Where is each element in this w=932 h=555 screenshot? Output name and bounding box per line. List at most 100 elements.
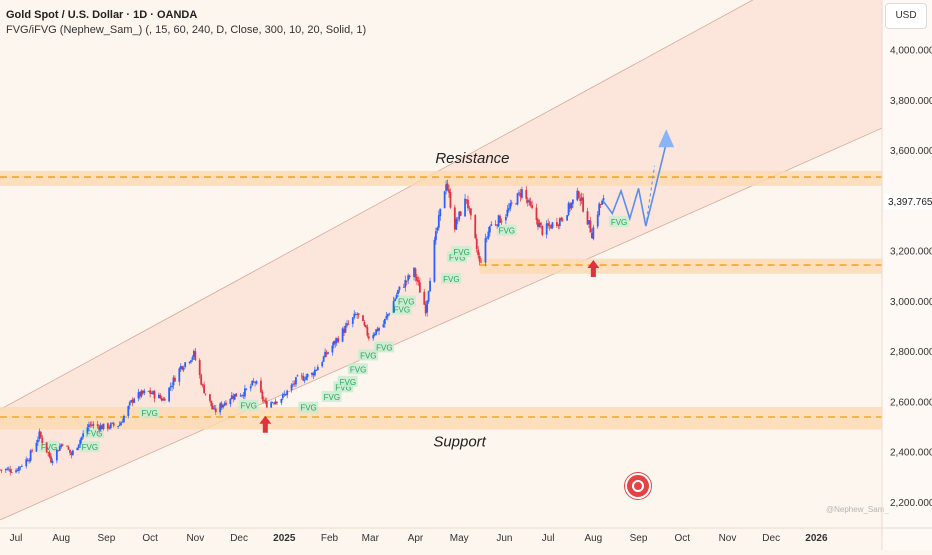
candle-body: [174, 377, 176, 382]
x-tick-label: Jun: [496, 533, 512, 544]
candle-body: [467, 199, 469, 209]
candle-body: [469, 208, 472, 216]
candle-body: [149, 390, 152, 394]
fvg-label: FVG: [41, 443, 57, 452]
candle-body: [235, 393, 238, 397]
candle-body: [372, 335, 375, 339]
candle-body: [241, 394, 243, 396]
candle-body: [602, 198, 605, 201]
candle-body: [313, 369, 316, 376]
candle-body: [596, 214, 599, 227]
candle-body: [376, 328, 379, 332]
candle-body: [465, 199, 468, 201]
us-flag-icon[interactable]: [625, 473, 651, 499]
candle-body: [188, 361, 191, 363]
fvg-box: [298, 401, 319, 413]
candle-body: [480, 261, 482, 263]
candle-body: [456, 219, 459, 221]
candle-body: [10, 472, 13, 473]
candle-body: [112, 423, 115, 426]
candle-body: [566, 215, 569, 221]
candle-body: [417, 280, 420, 283]
candle-body: [592, 227, 595, 239]
candle-body: [284, 394, 287, 396]
candle-body: [551, 222, 554, 228]
candle-body: [191, 357, 194, 360]
candle-body: [407, 275, 410, 281]
candle-body: [169, 386, 172, 388]
candle-body: [198, 360, 201, 376]
candle-body: [579, 198, 582, 202]
candle-body: [306, 373, 309, 378]
candle-body: [525, 189, 528, 199]
fvg-label: FVG: [86, 429, 102, 438]
candle-body: [504, 216, 507, 221]
candle-body: [576, 190, 579, 201]
candle-body: [518, 192, 520, 194]
candle-body: [398, 286, 401, 290]
candle-body: [194, 351, 197, 360]
candle-body: [570, 202, 573, 209]
candle-body: [47, 452, 50, 453]
candle-body: [55, 449, 58, 461]
x-tick-label: Nov: [186, 533, 204, 544]
candle-body: [265, 401, 268, 408]
candle-body: [478, 256, 481, 262]
candle-body: [101, 425, 103, 430]
candle-body: [312, 373, 315, 376]
candle-body: [41, 437, 44, 443]
candle-body: [302, 375, 305, 381]
candle-body: [213, 408, 216, 410]
candle-body: [274, 401, 277, 405]
candle-body: [153, 391, 156, 399]
candle-body: [386, 314, 389, 317]
candle-body: [366, 326, 369, 336]
candle-body: [219, 403, 222, 413]
candle-body: [335, 338, 338, 343]
candle-body: [29, 450, 32, 461]
candle-body: [519, 193, 522, 197]
candle-body: [39, 432, 42, 438]
candle-body: [89, 423, 92, 425]
projection-arrow-head: [658, 129, 675, 148]
candle-body: [152, 391, 154, 395]
candle-body: [99, 425, 102, 431]
candle-body: [292, 383, 294, 385]
x-tick-label: Dec: [230, 533, 248, 544]
candle-body: [383, 318, 386, 324]
candle-body: [424, 304, 427, 314]
fvg-label: FVG: [141, 409, 157, 418]
candle-body: [382, 324, 385, 328]
candle-body: [303, 379, 306, 381]
candle-body: [484, 238, 487, 263]
candle-body: [560, 217, 563, 221]
candle-body: [582, 197, 585, 212]
candle-body: [405, 280, 408, 282]
candle-body: [171, 385, 173, 388]
candle-body: [58, 446, 61, 451]
candle-body: [242, 394, 245, 397]
last-price-badge: [884, 193, 932, 210]
candle-body: [531, 205, 534, 208]
candle-body: [35, 442, 38, 452]
y-tick-label: 4,000.000: [890, 46, 932, 57]
candle-body: [347, 323, 350, 325]
candle-body: [184, 362, 187, 367]
candle-body: [558, 218, 561, 226]
candle-body: [589, 220, 592, 233]
fvg-label: FVG: [335, 383, 351, 392]
x-tick-label: Oct: [142, 533, 158, 544]
candle-body: [538, 222, 541, 228]
candle-body: [365, 325, 367, 328]
candle-body: [322, 356, 325, 362]
candle-body: [300, 375, 303, 377]
y-tick-label: 3,800.000: [890, 96, 932, 107]
fvg-box: [84, 427, 105, 439]
currency-button[interactable]: USD: [885, 3, 927, 29]
candle-body: [61, 444, 64, 446]
candle-body: [539, 222, 542, 226]
fvg-label: FVG: [453, 248, 469, 257]
candle-body: [590, 232, 593, 239]
